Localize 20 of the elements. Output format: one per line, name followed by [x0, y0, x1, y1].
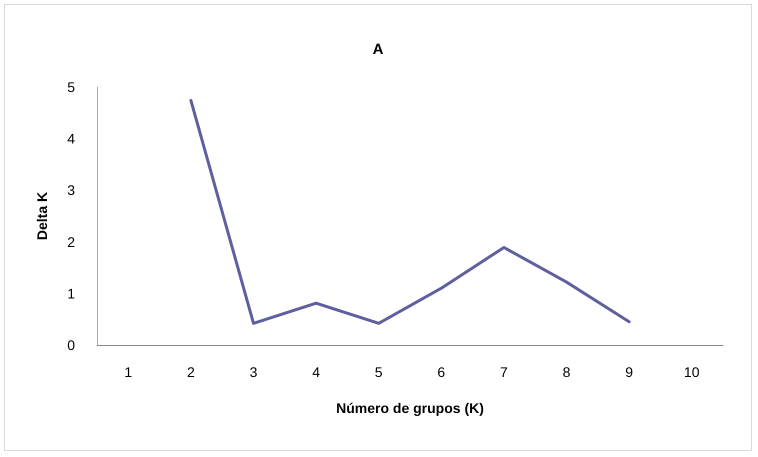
- x-tick-label: 6: [437, 364, 446, 380]
- x-tick-label: 5: [374, 364, 383, 380]
- y-tick-label: 0: [67, 337, 76, 353]
- x-axis-title: Número de grupos (K): [336, 400, 484, 416]
- y-axis-title: Delta K: [34, 192, 50, 240]
- x-tick-label: 2: [187, 364, 195, 380]
- y-tick-label: 5: [67, 79, 76, 95]
- x-tick-label: 3: [250, 364, 258, 380]
- x-tick-label: 10: [684, 364, 700, 380]
- line-series: [189, 98, 631, 325]
- x-tick-label: 7: [500, 364, 508, 380]
- x-tick-label: 9: [625, 364, 634, 380]
- x-tick-label: 4: [312, 364, 320, 380]
- y-tick-label: 3: [67, 182, 76, 198]
- y-tick-label: 1: [67, 285, 76, 302]
- y-tick-label: 2: [67, 234, 76, 250]
- chart-title: A: [372, 41, 384, 58]
- x-tick-label: 8: [562, 364, 571, 380]
- y-tick-label: 4: [67, 130, 76, 147]
- x-tick-label: 1: [124, 364, 132, 380]
